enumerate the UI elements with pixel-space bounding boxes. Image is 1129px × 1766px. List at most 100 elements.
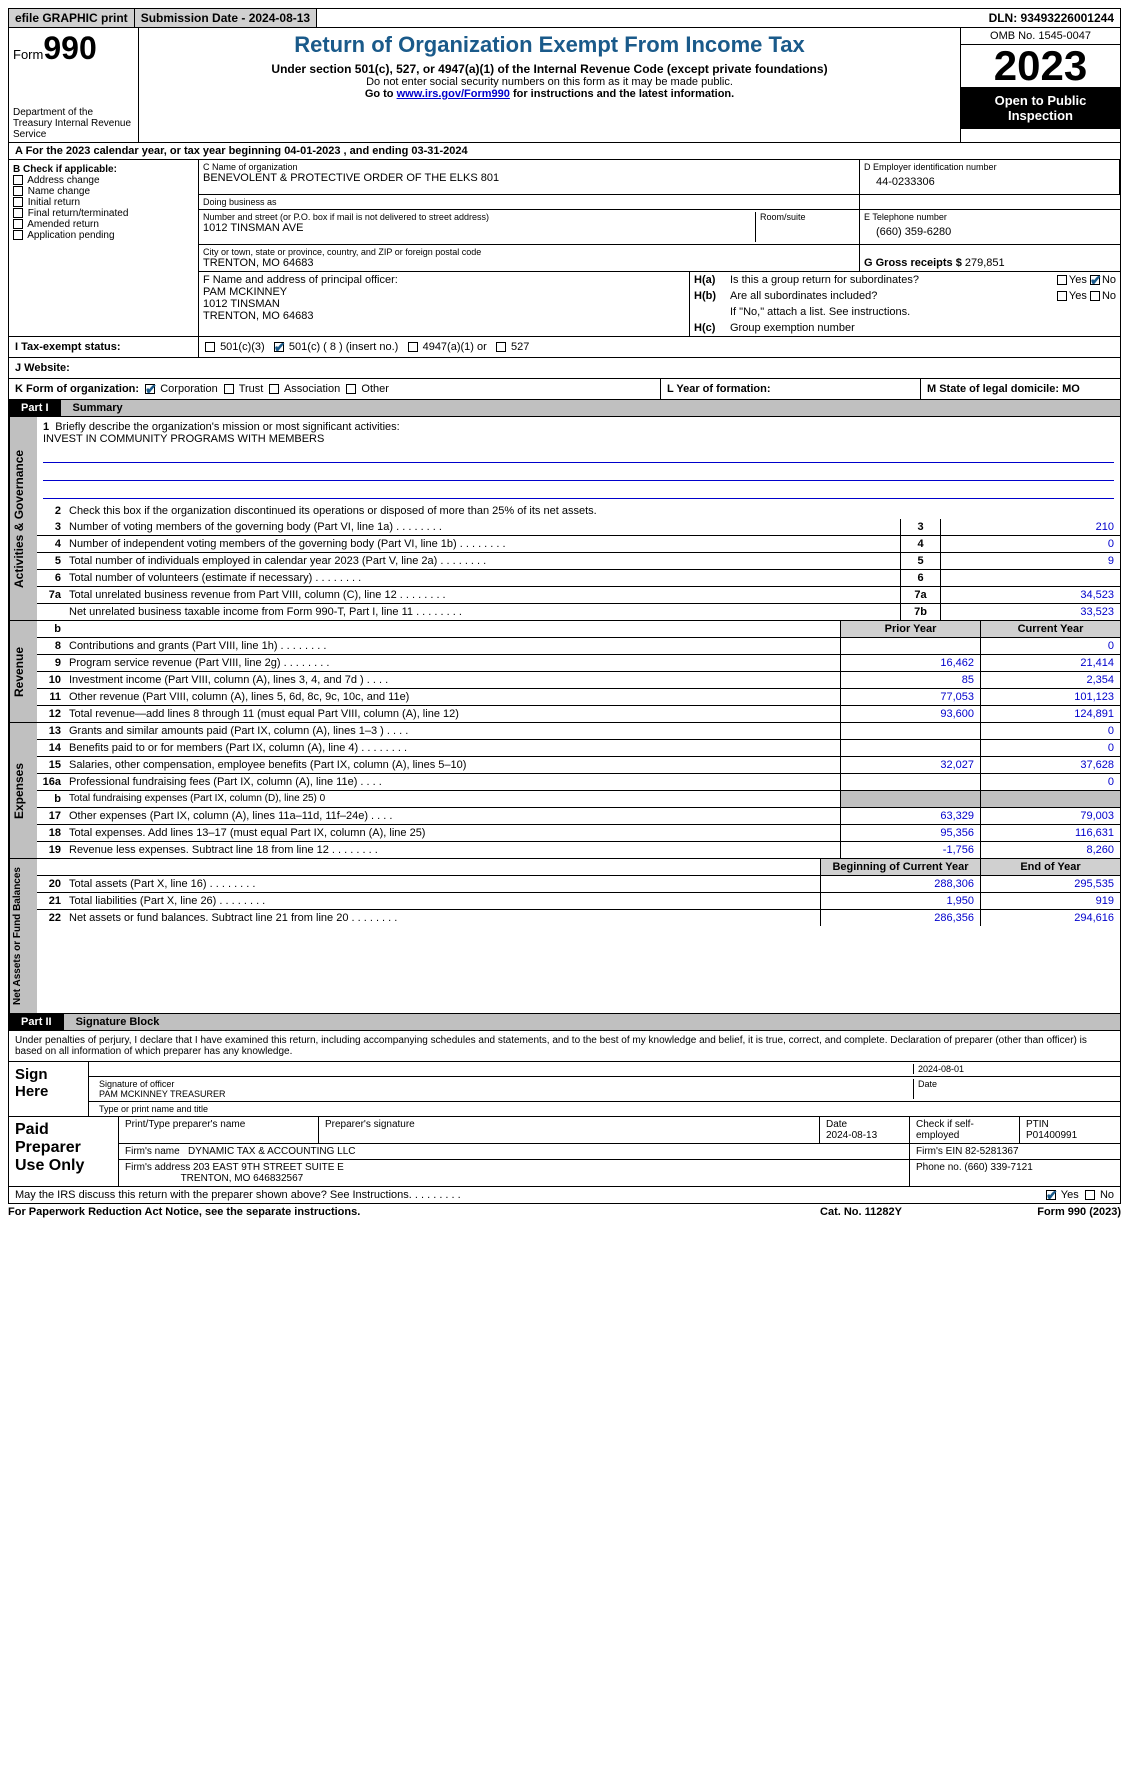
row-i: I Tax-exempt status: 501(c)(3) 501(c) ( … [8,337,1121,358]
dba-label: Doing business as [203,197,855,207]
vtab-governance: Activities & Governance [9,417,37,620]
end-22: 294,616 [980,910,1120,926]
prior-8 [840,638,980,654]
firm-phone: (660) 339-7121 [964,1162,1032,1173]
chk-527[interactable] [496,342,506,352]
chk-amended[interactable] [13,219,23,229]
curr-17: 79,003 [980,808,1120,824]
chk-discuss-no[interactable] [1085,1190,1095,1200]
chk-discuss-yes[interactable] [1046,1190,1056,1200]
governance-section: Activities & Governance 1 Briefly descri… [8,417,1121,621]
city-value: TRENTON, MO 64683 [203,257,855,269]
prior-16a [840,774,980,790]
officer-name: PAM MCKINNEY TREASURER [99,1089,226,1099]
dln: DLN: 93493226001244 [983,9,1120,27]
curr-19: 8,260 [980,842,1120,858]
chk-final-return[interactable] [13,208,23,218]
state-domicile: M State of legal domicile: MO [927,383,1080,395]
top-bar: efile GRAPHIC print Submission Date - 20… [8,8,1121,28]
curr-11: 101,123 [980,689,1120,705]
phone-label: E Telephone number [864,212,1116,222]
curr-8: 0 [980,638,1120,654]
org-name-label: C Name of organization [203,162,855,172]
form-header: Form990 Department of the Treasury Inter… [8,28,1121,143]
chk-corp[interactable] [145,384,155,394]
val-7a: 34,523 [940,587,1120,603]
chk-ha-yes[interactable] [1057,275,1067,285]
firm-name: DYNAMIC TAX & ACCOUNTING LLC [188,1146,355,1157]
form-number: Form990 [13,30,134,67]
curr-14: 0 [980,740,1120,756]
val-3: 210 [940,519,1120,535]
chk-trust[interactable] [224,384,234,394]
row-a-period: A For the 2023 calendar year, or tax yea… [8,143,1121,160]
org-name: BENEVOLENT & PROTECTIVE ORDER OF THE ELK… [203,172,855,184]
curr-13: 0 [980,723,1120,739]
curr-18: 116,631 [980,825,1120,841]
chk-initial-return[interactable] [13,197,23,207]
row-k: K Form of organization: Corporation Trus… [8,379,1121,400]
curr-10: 2,354 [980,672,1120,688]
firm-ein: 82-5281367 [965,1146,1018,1157]
gross-receipts-value: 279,851 [965,257,1005,269]
chk-name-change[interactable] [13,186,23,196]
subtitle-2: Do not enter social security numbers on … [143,76,956,88]
chk-hb-yes[interactable] [1057,291,1067,301]
revenue-section: Revenue bPrior YearCurrent Year 8Contrib… [8,621,1121,723]
prior-19: -1,756 [840,842,980,858]
street-label: Number and street (or P.O. box if mail i… [203,212,755,222]
prior-15: 32,027 [840,757,980,773]
prior-13 [840,723,980,739]
chk-501c[interactable] [274,342,284,352]
vtab-net-assets: Net Assets or Fund Balances [9,859,37,1013]
chk-assoc[interactable] [269,384,279,394]
chk-address-change[interactable] [13,175,23,185]
form-title: Return of Organization Exempt From Incom… [143,32,956,58]
mission-text: INVEST IN COMMUNITY PROGRAMS WITH MEMBER… [43,433,324,445]
ein-label: D Employer identification number [864,162,1115,172]
val-4: 0 [940,536,1120,552]
street-value: 1012 TINSMAN AVE [203,222,755,234]
net-assets-section: Net Assets or Fund Balances Beginning of… [8,859,1121,1014]
row-j: J Website: [8,358,1121,379]
sign-here-label: Sign Here [9,1062,89,1116]
identity-block: B Check if applicable: Address change Na… [8,160,1121,337]
efile-label: efile GRAPHIC print [9,9,135,27]
declaration-text: Under penalties of perjury, I declare th… [9,1031,1120,1061]
chk-501c3[interactable] [205,342,215,352]
signature-block: Under penalties of perjury, I declare th… [8,1031,1121,1187]
chk-other[interactable] [346,384,356,394]
room-label: Room/suite [760,212,855,222]
vtab-revenue: Revenue [9,621,37,722]
chk-4947[interactable] [408,342,418,352]
city-label: City or town, state or province, country… [203,247,855,257]
dept-treasury: Department of the Treasury Internal Reve… [13,107,134,140]
val-6 [940,570,1120,586]
begin-20: 288,306 [820,876,980,892]
curr-16a: 0 [980,774,1120,790]
part-ii-header: Part II Signature Block [8,1014,1121,1031]
part-i-header: Part I Summary [8,400,1121,417]
curr-12: 124,891 [980,706,1120,722]
officer-block: F Name and address of principal officer:… [199,272,690,336]
end-20: 295,535 [980,876,1120,892]
chk-hb-no[interactable] [1090,291,1100,301]
prior-10: 85 [840,672,980,688]
tax-year: 2023 [961,45,1120,87]
column-b: B Check if applicable: Address change Na… [9,160,199,336]
irs-link[interactable]: www.irs.gov/Form990 [397,88,510,100]
ptin-value: P01400991 [1026,1130,1077,1141]
curr-9: 21,414 [980,655,1120,671]
chk-ha-no[interactable] [1090,275,1100,285]
bottom-row: For Paperwork Reduction Act Notice, see … [8,1204,1121,1220]
curr-15: 37,628 [980,757,1120,773]
end-21: 919 [980,893,1120,909]
val-5: 9 [940,553,1120,569]
begin-22: 286,356 [820,910,980,926]
subtitle-3: Go to www.irs.gov/Form990 for instructio… [143,88,956,100]
vtab-expenses: Expenses [9,723,37,858]
gross-receipts-label: G Gross receipts $ [864,257,962,269]
prior-12: 93,600 [840,706,980,722]
chk-app-pending[interactable] [13,230,23,240]
phone-value: (660) 359-6280 [864,222,1116,242]
